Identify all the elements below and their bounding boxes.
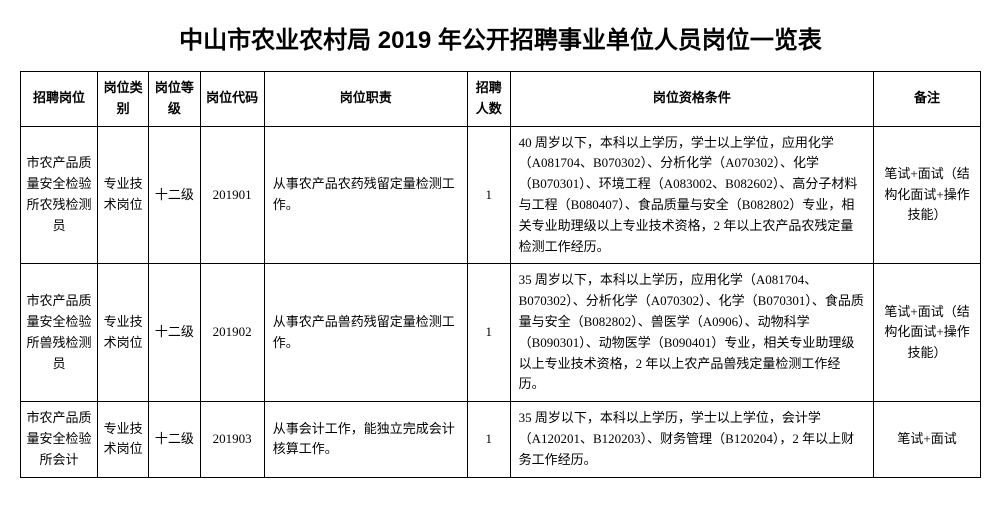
cell-count: 1 xyxy=(467,126,510,264)
cell-category: 专业技术岗位 xyxy=(97,126,148,264)
table-row: 市农产品质量安全检验所农残检测员 专业技术岗位 十二级 201901 从事农产品… xyxy=(21,126,981,264)
cell-position: 市农产品质量安全检验所会计 xyxy=(21,402,98,477)
cell-grade: 十二级 xyxy=(149,126,200,264)
cell-grade: 十二级 xyxy=(149,264,200,402)
cell-requirement: 40 周岁以下，本科以上学历，学士以上学位，应用化学（A081704、B0703… xyxy=(510,126,873,264)
table-row: 市农产品质量安全检验所会计 专业技术岗位 十二级 201903 从事会计工作，能… xyxy=(21,402,981,477)
table-row: 市农产品质量安全检验所兽残检测员 专业技术岗位 十二级 201902 从事农产品… xyxy=(21,264,981,402)
positions-table: 招聘岗位 岗位类别 岗位等级 岗位代码 岗位职责 招聘人数 岗位资格条件 备注 … xyxy=(20,71,981,478)
cell-note: 笔试+面试（结构化面试+操作技能） xyxy=(874,126,981,264)
cell-category: 专业技术岗位 xyxy=(97,402,148,477)
cell-requirement: 35 周岁以下，本科以上学历，应用化学（A081704、B070302）、分析化… xyxy=(510,264,873,402)
cell-category: 专业技术岗位 xyxy=(97,264,148,402)
cell-grade: 十二级 xyxy=(149,402,200,477)
cell-duty: 从事会计工作，能独立完成会计核算工作。 xyxy=(264,402,467,477)
cell-code: 201901 xyxy=(200,126,264,264)
col-header-count: 招聘人数 xyxy=(467,72,510,127)
cell-count: 1 xyxy=(467,402,510,477)
table-header-row: 招聘岗位 岗位类别 岗位等级 岗位代码 岗位职责 招聘人数 岗位资格条件 备注 xyxy=(21,72,981,127)
cell-count: 1 xyxy=(467,264,510,402)
cell-requirement: 35 周岁以下，本科以上学历，学士以上学位，会计学（A120201、B12020… xyxy=(510,402,873,477)
col-header-note: 备注 xyxy=(874,72,981,127)
cell-code: 201902 xyxy=(200,264,264,402)
col-header-requirement: 岗位资格条件 xyxy=(510,72,873,127)
col-header-grade: 岗位等级 xyxy=(149,72,200,127)
col-header-position: 招聘岗位 xyxy=(21,72,98,127)
col-header-duty: 岗位职责 xyxy=(264,72,467,127)
cell-position: 市农产品质量安全检验所兽残检测员 xyxy=(21,264,98,402)
cell-position: 市农产品质量安全检验所农残检测员 xyxy=(21,126,98,264)
cell-note: 笔试+面试（结构化面试+操作技能） xyxy=(874,264,981,402)
col-header-code: 岗位代码 xyxy=(200,72,264,127)
cell-duty: 从事农产品兽药残留定量检测工作。 xyxy=(264,264,467,402)
cell-duty: 从事农产品农药残留定量检测工作。 xyxy=(264,126,467,264)
col-header-category: 岗位类别 xyxy=(97,72,148,127)
page-title: 中山市农业农村局 2019 年公开招聘事业单位人员岗位一览表 xyxy=(20,20,981,55)
cell-note: 笔试+面试 xyxy=(874,402,981,477)
cell-code: 201903 xyxy=(200,402,264,477)
